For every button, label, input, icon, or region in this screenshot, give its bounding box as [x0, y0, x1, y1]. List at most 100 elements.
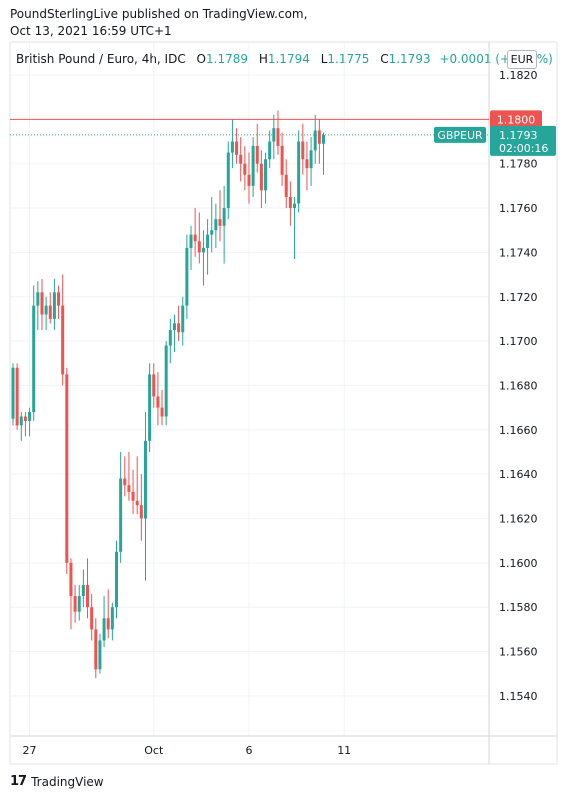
price-tick-label: 1.1760: [499, 202, 538, 215]
candle-body[interactable]: [322, 134, 325, 144]
candle-body[interactable]: [259, 163, 263, 191]
resistance-price-label: 1.1800: [497, 113, 536, 126]
resistance-price-tag: [490, 110, 542, 129]
candle-body[interactable]: [177, 323, 181, 333]
candle-body[interactable]: [317, 130, 321, 144]
low-label: L: [320, 52, 328, 66]
price-tick-label: 1.1660: [499, 424, 538, 437]
publish-date: Oct 13, 2021 16:59 UTC+1: [10, 24, 172, 38]
candle-body[interactable]: [243, 163, 247, 175]
high-value: 1.1794: [267, 52, 310, 66]
candle-body[interactable]: [36, 292, 40, 306]
candle-body[interactable]: [69, 562, 73, 597]
candle-body[interactable]: [309, 150, 313, 169]
footer-brand: 17 TradingView: [10, 774, 104, 789]
price-tick-label: 1.1580: [499, 601, 538, 614]
brand-name: TradingView: [31, 774, 104, 789]
candle-body[interactable]: [40, 292, 44, 315]
candle-body[interactable]: [235, 141, 239, 155]
candle-body[interactable]: [94, 629, 98, 670]
candle-body[interactable]: [210, 230, 214, 235]
candle-body[interactable]: [19, 416, 23, 426]
candle-body[interactable]: [152, 374, 156, 397]
last-price-label: 1.1793: [499, 129, 538, 142]
candle-body[interactable]: [222, 208, 226, 226]
candle-body[interactable]: [61, 305, 65, 375]
date-tick-label: 6: [245, 744, 252, 757]
candle-body[interactable]: [115, 551, 118, 608]
candle-body[interactable]: [239, 154, 243, 164]
candle-body[interactable]: [255, 145, 259, 164]
candle-body[interactable]: [272, 128, 276, 142]
candle-body[interactable]: [73, 596, 77, 612]
price-tick-label: 1.1560: [499, 646, 538, 659]
candle-body[interactable]: [102, 618, 106, 641]
candle-body[interactable]: [57, 292, 61, 306]
candle-body[interactable]: [305, 159, 309, 169]
candle-body[interactable]: [127, 485, 131, 492]
candle-body[interactable]: [123, 478, 127, 486]
candle-body[interactable]: [28, 412, 32, 421]
candle-body[interactable]: [226, 152, 230, 209]
candle-body[interactable]: [143, 440, 147, 519]
candle-body[interactable]: [106, 618, 110, 630]
candle-body[interactable]: [160, 407, 164, 417]
price-tick-label: 1.1640: [499, 468, 538, 481]
price-tick-label: 1.1600: [499, 557, 538, 570]
candle-body[interactable]: [214, 219, 218, 231]
candle-body[interactable]: [131, 491, 135, 501]
candle-body[interactable]: [276, 128, 280, 146]
candle-body[interactable]: [284, 174, 288, 197]
price-tick-label: 1.1700: [499, 335, 538, 348]
candle-body[interactable]: [81, 585, 85, 597]
candle-body[interactable]: [172, 323, 176, 331]
candle-body[interactable]: [90, 607, 94, 630]
candle-body[interactable]: [206, 234, 210, 248]
candle-body[interactable]: [65, 374, 69, 563]
candle-body[interactable]: [44, 305, 48, 315]
candle-body[interactable]: [297, 141, 301, 204]
candle-body[interactable]: [15, 367, 19, 426]
candle-body[interactable]: [264, 159, 268, 191]
candle-body[interactable]: [230, 141, 234, 153]
candle-body[interactable]: [164, 345, 168, 417]
candle-body[interactable]: [139, 505, 143, 519]
price-tick-label: 1.1620: [499, 513, 538, 526]
candle-body[interactable]: [201, 247, 205, 253]
candle-body[interactable]: [268, 141, 272, 160]
candle-body[interactable]: [293, 203, 297, 209]
candle-body[interactable]: [301, 141, 305, 160]
symbol-title: British Pound / Euro, 4h, IDC: [16, 52, 186, 66]
candle-body[interactable]: [251, 145, 255, 186]
candle-body[interactable]: [197, 241, 201, 253]
candle-body[interactable]: [148, 374, 152, 441]
candle-body[interactable]: [181, 305, 185, 333]
candle-body[interactable]: [135, 500, 139, 506]
tradingview-logo-icon: 17: [10, 774, 27, 789]
open-label: O: [196, 52, 206, 66]
candle-body[interactable]: [32, 305, 36, 413]
candle-body[interactable]: [247, 174, 251, 186]
currency-button[interactable]: EUR: [507, 50, 537, 69]
candle-body[interactable]: [86, 585, 90, 608]
candle-body[interactable]: [11, 367, 15, 419]
candle-body[interactable]: [185, 247, 189, 306]
candle-body[interactable]: [313, 130, 317, 151]
candle-body[interactable]: [98, 640, 102, 670]
candle-body[interactable]: [48, 305, 52, 319]
candle-body[interactable]: [168, 330, 172, 346]
candle-body[interactable]: [193, 234, 197, 242]
low-value: 1.1775: [327, 52, 370, 66]
candle-body[interactable]: [280, 145, 284, 175]
candle-body[interactable]: [110, 607, 114, 630]
candle-body[interactable]: [52, 292, 56, 319]
candle-body[interactable]: [23, 416, 27, 421]
candle-body[interactable]: [77, 596, 81, 612]
price-tick-label: 1.1740: [499, 246, 538, 259]
candle-body[interactable]: [218, 219, 222, 226]
candle-body[interactable]: [156, 396, 160, 408]
candle-body[interactable]: [189, 234, 193, 248]
candle-body[interactable]: [288, 196, 292, 209]
candle-body[interactable]: [119, 478, 123, 552]
